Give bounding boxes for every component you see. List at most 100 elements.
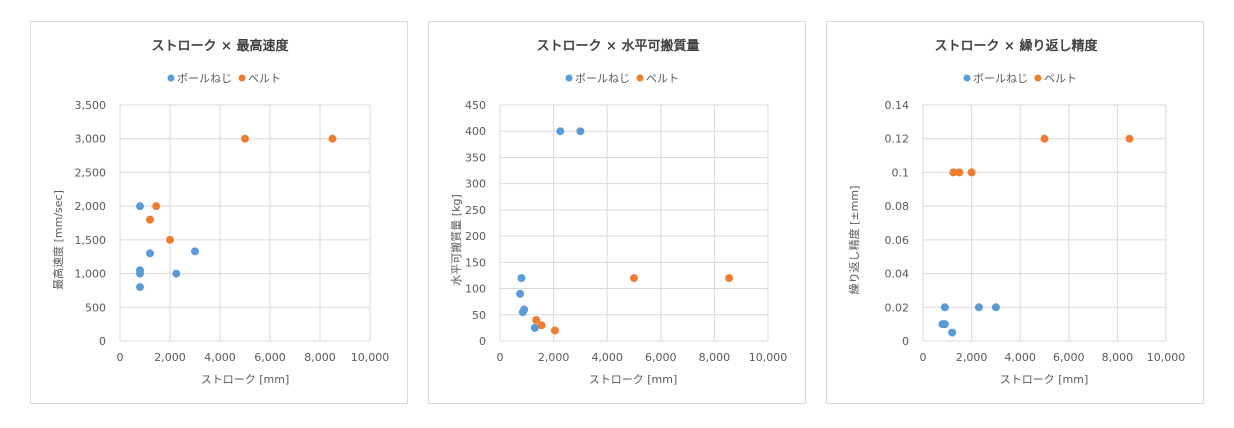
data-point-belt [725,274,734,283]
legend-label-ballscrew: ボールねじ [177,72,232,85]
y-tick-label: 450 [465,99,486,112]
data-point-ballscrew [517,274,526,283]
data-point-ballscrew [530,323,539,332]
chart-panel-payload: ストローク × 水平可搬質量 ボールねじ ベルト 0 50 100 150 200 250… [428,21,806,404]
chart-title: ストローク × 最高速度 [152,38,290,54]
chart-svg: ストローク × 水平可搬質量 ボールねじ ベルト 0 50 100 150 200 250… [449,38,787,386]
legend: ボールねじ ベルト [167,72,281,85]
y-axis-label: 最高速度 [mm/sec] [51,190,65,290]
y-tick-label: 0 [479,335,486,348]
y-tick-label: 400 [465,125,486,138]
x-tick-label: 6,000 [254,351,286,364]
data-point-ballscrew [518,308,527,317]
data-point-belt [328,134,337,143]
data-point-belt [1125,134,1134,143]
chart-svg: ストローク × 繰り返し精度 ボールねじ ベルト 0 0.02 0.04 0.06 0.… [847,38,1186,386]
data-point-ballscrew [974,303,983,312]
data-point-belt [166,235,174,244]
data-point-ballscrew [940,320,949,329]
data-point-belt [630,274,638,283]
legend-marker-belt [1034,74,1042,82]
legend: ボールねじ ベルト [963,72,1077,85]
y-tick-label: 350 [465,151,486,164]
legend-label-belt: ベルト [646,72,679,85]
y-tick-label: 1,000 [75,268,107,281]
y-tick-label: 1,500 [75,234,107,247]
y-tick-label: 0 [99,335,106,348]
y-tick-label: 0.14 [885,99,910,112]
plot-area: 0 50 100 150 200 250 300 350 400 450 0 2,000 4,000 6,… [465,99,787,364]
legend-marker-ballscrew [167,74,175,82]
data-point-belt [532,316,541,325]
chart-panel-speed: ストローク × 最高速度 ボールねじ ベルト 0 500 1,000 1,500 2,0… [30,21,408,404]
y-tick-label: 50 [472,309,486,322]
plot-area: 0 500 1,000 1,500 2,000 2,500 3,000 3,500 0 2,000… [75,99,390,364]
data-point-ballscrew [940,303,949,312]
data-point-belt [949,168,958,177]
plot-area: 0 0.02 0.04 0.06 0.08 0.1 0.12 0.14 0 2,000 4,000 6… [885,99,1186,364]
data-point-belt [967,168,976,177]
y-tick-label: 0 [902,335,909,348]
y-tick-label: 3,500 [75,99,107,112]
legend-label-belt: ベルト [248,72,281,85]
y-tick-label: 0.04 [885,268,910,281]
y-tick-label: 0.12 [885,133,910,146]
data-point-ballscrew [991,303,1000,312]
data-point-ballscrew [556,127,565,136]
y-tick-label: 0.02 [885,301,910,314]
legend-marker-belt [636,74,644,82]
y-axis-label: 繰り返し精度 [±mm] [847,186,861,295]
y-tick-label: 2,500 [75,166,107,179]
legend-marker-ballscrew [963,74,971,82]
x-tick-label: 2,000 [154,351,186,364]
x-tick-label: 4,000 [204,351,236,364]
data-point-ballscrew [516,289,525,298]
x-tick-label: 0 [497,351,504,364]
data-point-belt [152,202,161,211]
legend-label-ballscrew: ボールねじ [575,72,630,85]
legend-marker-ballscrew [565,74,573,82]
data-point-ballscrew [136,283,144,292]
x-tick-label: 8,000 [1102,351,1134,364]
data-point-ballscrew [948,328,957,337]
data-point-ballscrew [172,269,181,278]
data-point-ballscrew [191,247,199,256]
y-tick-label: 0.06 [885,234,910,247]
chart-panel-repeatability: ストローク × 繰り返し精度 ボールねじ ベルト 0 0.02 0.04 0.06 0.… [826,21,1204,404]
chart-title: ストローク × 繰り返し精度 [935,38,1099,54]
y-tick-label: 150 [465,256,486,269]
y-axis-label: 水平可搬質量 [kg] [449,194,463,285]
x-tick-label: 0 [920,351,927,364]
y-tick-label: 300 [465,178,486,191]
y-tick-label: 100 [465,283,486,296]
x-axis-label: ストローク [mm] [1000,373,1089,386]
data-point-belt [955,168,964,177]
x-tick-label: 0 [117,351,124,364]
x-axis-label: ストローク [mm] [589,373,678,386]
legend-label-belt: ベルト [1044,72,1077,85]
data-point-ballscrew [136,269,144,278]
data-point-belt [241,134,249,143]
data-point-ballscrew [576,127,585,136]
x-axis-label: ストローク [mm] [201,373,290,386]
x-tick-label: 4,000 [1004,351,1035,364]
legend: ボールねじ ベルト [565,72,679,85]
x-tick-label: 2,000 [956,351,988,364]
chart-title: ストローク × 水平可搬質量 [537,38,700,54]
legend-label-ballscrew: ボールねじ [973,72,1028,85]
x-tick-label: 4,000 [591,351,623,364]
legend-marker-belt [238,74,246,82]
y-tick-label: 250 [465,204,486,217]
y-tick-label: 0.1 [892,166,910,179]
data-point-belt [1040,134,1049,143]
y-tick-label: 3,000 [75,133,107,146]
x-tick-label: 8,000 [304,351,336,364]
x-tick-label: 6,000 [645,351,677,364]
x-tick-label: 10,000 [1147,351,1186,364]
data-point-ballscrew [146,249,154,258]
x-tick-label: 8,000 [699,351,731,364]
data-point-ballscrew [136,202,144,211]
x-tick-label: 10,000 [749,351,788,364]
data-point-belt [537,321,546,330]
data-point-belt [550,326,559,335]
